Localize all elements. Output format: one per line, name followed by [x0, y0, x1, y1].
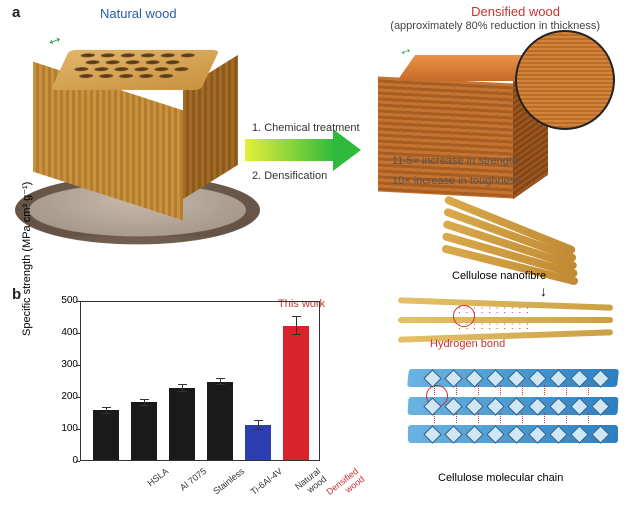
molecular-chains — [408, 365, 618, 460]
process-step-1: 1. Chemical treatment — [252, 122, 360, 134]
chart-plot-area — [80, 301, 320, 461]
ytick: 500 — [58, 295, 78, 306]
densified-wood-title: Densified wood — [471, 4, 560, 19]
bar — [245, 425, 271, 460]
strength-increase-label: 11.5× increase in strength — [392, 155, 518, 167]
bar — [283, 326, 309, 460]
thickness-arrow-icon: ↔ — [396, 39, 415, 59]
bar — [93, 410, 119, 460]
specific-strength-chart: Specific strength (MPa cm³ g⁻¹) This wor… — [30, 296, 330, 491]
ytick: 200 — [58, 391, 78, 402]
panel-a-label: a — [12, 4, 20, 21]
hbond-label: Hydrogen bond — [430, 338, 505, 350]
hbond-highlight-circle — [453, 305, 475, 327]
ytick: 400 — [58, 327, 78, 338]
natural-wood-illustration: ↔ — [25, 30, 235, 260]
toughness-increase-label: 10× increase in toughness — [392, 175, 521, 187]
bar — [207, 382, 233, 460]
process-step-2: 2. Densification — [252, 170, 327, 182]
bar — [169, 388, 195, 460]
ytick: 100 — [58, 423, 78, 434]
bar — [131, 402, 157, 460]
nanofibre-label: Cellulose nanofibre — [452, 270, 546, 282]
process-arrow — [245, 135, 360, 165]
natural-wood-title: Natural wood — [100, 6, 177, 21]
thickness-arrow-icon: ↔ — [42, 26, 66, 52]
molchain-label: Cellulose molecular chain — [438, 472, 563, 484]
ytick: 300 — [58, 359, 78, 370]
chart-ylabel: Specific strength (MPa cm³ g⁻¹) — [20, 182, 33, 336]
zoom-inset — [515, 30, 615, 130]
ytick: 0 — [58, 455, 78, 466]
wood-top-face — [51, 50, 220, 90]
